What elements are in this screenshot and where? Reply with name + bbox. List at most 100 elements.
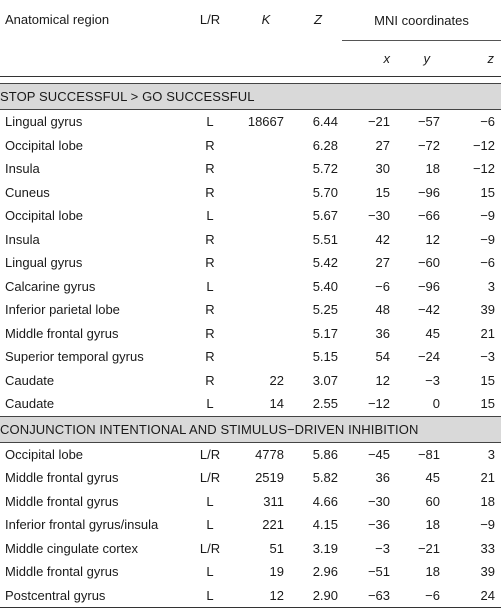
table-row: Occipital lobe L 5.67 −30 −66 −9	[0, 204, 501, 228]
cell-k: 4778	[255, 446, 284, 462]
cell-region: Middle frontal gyrus	[5, 470, 119, 486]
cell-k: 51	[269, 540, 284, 556]
cell-k	[238, 251, 294, 275]
cell-y: −66	[417, 208, 440, 224]
cell-region: Calcarine gyrus	[5, 278, 96, 294]
cell-lr: R	[205, 302, 215, 318]
cell-zc: 15	[480, 184, 496, 200]
cell-k	[238, 298, 294, 322]
header-region: Anatomical region	[5, 12, 110, 27]
cell-zc: 39	[480, 302, 496, 318]
cell-x: −36	[367, 517, 390, 533]
cell-lr: L/R	[199, 446, 221, 462]
cell-region: Postcentral gyrus	[5, 587, 106, 603]
cell-y: 45	[425, 470, 440, 486]
cell-k: 311	[263, 493, 284, 509]
cell-zc: 39	[480, 564, 496, 580]
cell-region: Occipital lobe	[5, 137, 84, 153]
table-row: Inferior parietal lobe R 5.25 48 −42 39	[0, 298, 501, 322]
cell-y: −57	[417, 114, 440, 130]
cell-region: Insula	[5, 161, 40, 177]
cell-lr: L	[206, 564, 214, 580]
cell-region: Inferior frontal gyrus/insula	[5, 517, 159, 533]
cell-lr: R	[205, 184, 215, 200]
table-row: Cuneus R 5.70 15 −96 15	[0, 181, 501, 205]
cell-region: Middle frontal gyrus	[5, 493, 119, 509]
cell-zc: −9	[480, 517, 496, 533]
cell-zc: −12	[472, 137, 496, 153]
cell-k: 14	[269, 396, 284, 412]
cell-z: 5.72	[312, 161, 338, 177]
cell-lr: R	[205, 349, 215, 365]
cell-region: Occipital lobe	[5, 446, 84, 462]
cell-y: −96	[417, 278, 440, 294]
cell-lr: L	[206, 517, 214, 533]
cell-x: −45	[367, 446, 390, 462]
cell-lr: L	[206, 278, 214, 294]
cell-y: −96	[417, 184, 440, 200]
cell-region: Lingual gyrus	[5, 114, 83, 130]
cell-zc: 33	[480, 540, 496, 556]
cell-x: 36	[375, 470, 390, 486]
cell-z: 5.67	[312, 208, 338, 224]
cell-z: 4.15	[312, 517, 338, 533]
table-row: Calcarine gyrus L 5.40 −6 −96 3	[0, 275, 501, 299]
cell-z: 4.66	[312, 493, 338, 509]
cell-z: 5.70	[312, 184, 338, 200]
table-body: STOP SUCCESSFUL > GO SUCCESSFUL Lingual g…	[0, 83, 501, 608]
table-row: Insula R 5.72 30 18 −12	[0, 157, 501, 181]
cell-zc: 21	[480, 470, 496, 486]
table-row: Postcentral gyrus L 12 2.90 −63 −6 24	[0, 584, 501, 608]
cell-x: 27	[375, 137, 390, 153]
cell-lr: L/R	[199, 540, 221, 556]
section-header-row: CONJUNCTION INTENTIONAL AND STIMULUS−DRI…	[0, 415, 501, 443]
cell-y: −21	[417, 540, 440, 556]
table-row: Superior temporal gyrus R 5.15 54 −24 −3	[0, 345, 501, 369]
cell-x: −21	[367, 114, 390, 130]
table-row: Inferior frontal gyrus/insula L 221 4.15 −36…	[0, 513, 501, 537]
cell-x: 42	[375, 231, 390, 247]
cell-lr: L	[206, 114, 214, 130]
cell-x: 27	[375, 255, 390, 271]
cell-region: Middle frontal gyrus	[5, 325, 119, 341]
cell-x: −12	[367, 396, 390, 412]
cell-z: 2.90	[312, 587, 338, 603]
cell-k: 22	[269, 372, 284, 388]
table-row: Lingual gyrus R 5.42 27 −60 −6	[0, 251, 501, 275]
cell-z: 5.25	[312, 302, 338, 318]
cell-x: 15	[375, 184, 390, 200]
cell-x: −6	[375, 278, 390, 294]
cell-zc: −3	[480, 349, 496, 365]
cell-lr: L	[206, 396, 214, 412]
cell-z: 5.40	[312, 278, 338, 294]
table-row: Middle frontal gyrus L 19 2.96 −51 18 39	[0, 560, 501, 584]
table-row: Middle frontal gyrus L/R 2519 5.82 36 45 21	[0, 466, 501, 490]
cell-region: Inferior parietal lobe	[5, 302, 120, 318]
header-zc: z	[487, 51, 495, 66]
cell-y: −81	[417, 446, 440, 462]
cell-region: Caudate	[5, 372, 55, 388]
cell-zc: 3	[487, 278, 496, 294]
cell-k	[238, 345, 294, 369]
cell-zc: −6	[480, 255, 496, 271]
table-row: Caudate L 14 2.55 −12 0 15	[0, 392, 501, 416]
cell-k	[238, 322, 294, 346]
cell-zc: 18	[480, 493, 496, 509]
cell-x: −30	[367, 493, 390, 509]
table-row: Middle frontal gyrus L 311 4.66 −30 60 18	[0, 490, 501, 514]
cell-x: 12	[375, 372, 390, 388]
cell-z: 5.82	[312, 470, 338, 486]
cell-zc: −6	[480, 114, 496, 130]
header-row-secondary: x y z	[0, 41, 501, 77]
table-row: Middle cingulate cortex L/R 51 3.19 −3 −21 33	[0, 537, 501, 561]
cell-x: −51	[367, 564, 390, 580]
cell-k: 221	[262, 517, 284, 533]
cell-z: 5.51	[312, 231, 338, 247]
cell-region: Middle frontal gyrus	[5, 564, 119, 580]
header-row-primary: Anatomical region L/R K Z MNI coordinate…	[0, 0, 501, 41]
header-z: Z	[314, 12, 322, 27]
cell-z: 5.15	[312, 349, 338, 365]
cell-x: 30	[375, 161, 390, 177]
cell-y: −72	[417, 137, 440, 153]
cell-lr: L	[206, 208, 214, 224]
